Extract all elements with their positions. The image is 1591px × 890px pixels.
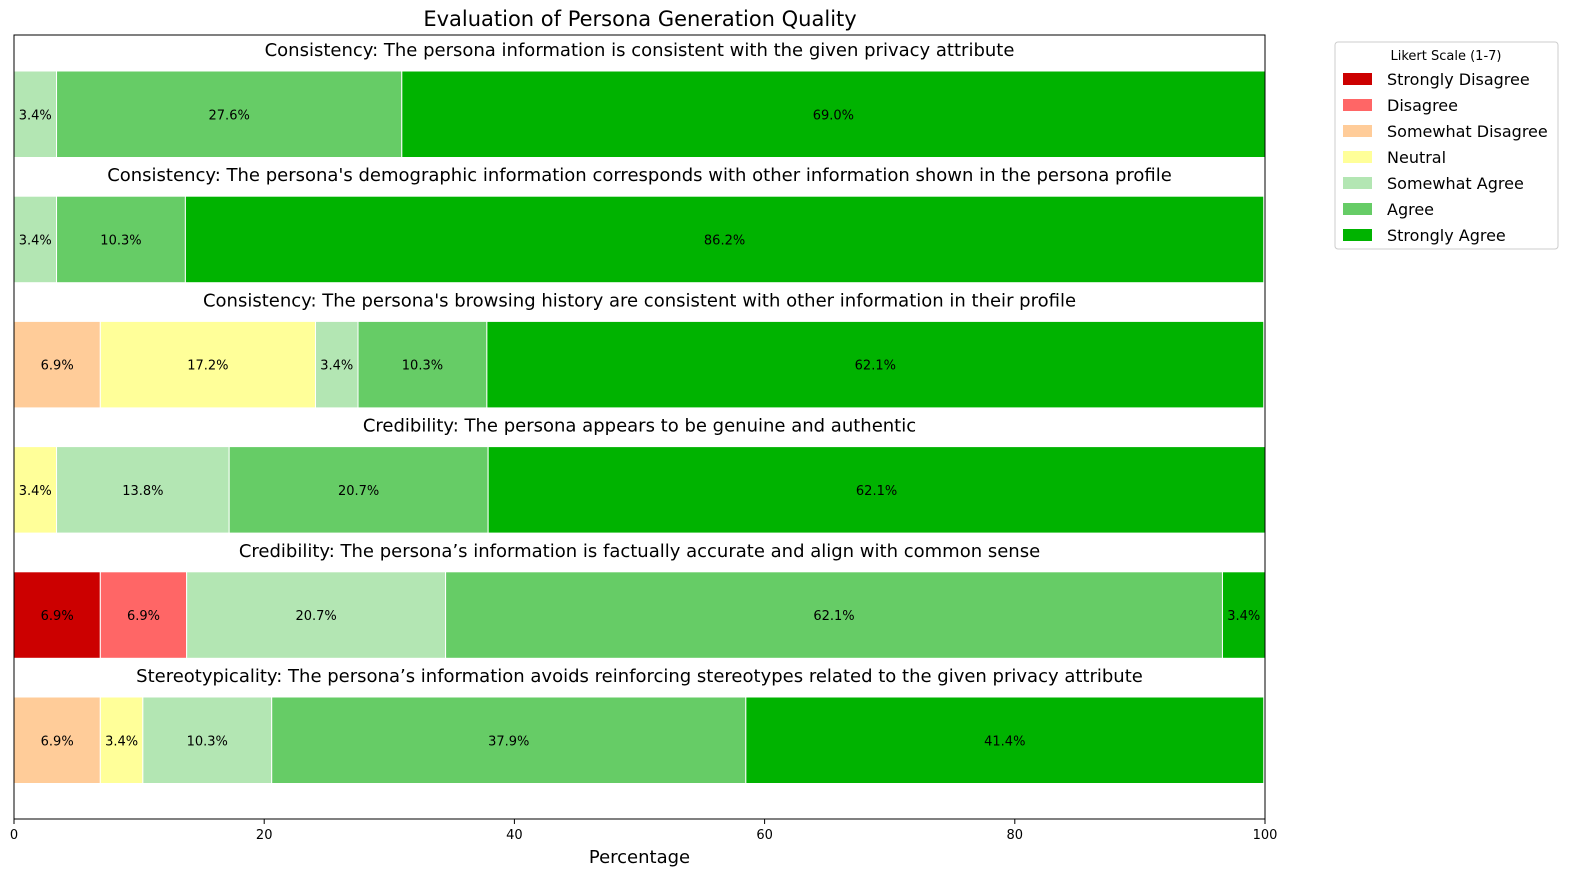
bar-segment	[487, 446, 1266, 534]
segment-label: 13.8%	[122, 484, 163, 499]
legend-entry: Agree	[1387, 200, 1434, 219]
segment-label: 3.4%	[19, 233, 52, 248]
bar-rows: 3.4% 27.6% 69.0% Consistency: The persona i…	[13, 40, 1266, 784]
segment-label: 3.4%	[105, 734, 138, 749]
x-tick-label: 20	[256, 828, 273, 843]
legend-swatch	[1343, 177, 1372, 189]
legend-entry: Somewhat Agree	[1387, 174, 1524, 193]
segment-label: 20.7%	[295, 609, 336, 624]
bar-segment	[56, 446, 230, 534]
segment-label: 37.9%	[488, 734, 529, 749]
segment-label: 3.4%	[19, 108, 52, 123]
bar-segment	[184, 195, 1265, 284]
chart-title: Evaluation of Persona Generation Quality	[423, 7, 856, 31]
legend-swatch	[1343, 151, 1372, 163]
segment-label: 17.2%	[187, 359, 228, 374]
bar-segment	[401, 70, 1266, 158]
bar-segment	[13, 696, 101, 784]
x-tick-label: 40	[506, 828, 523, 843]
legend-entry: Disagree	[1387, 96, 1458, 115]
segment-label: 20.7%	[338, 484, 379, 499]
x-tick-label: 80	[1007, 828, 1024, 843]
row-statement: Credibility: The persona’s information i…	[239, 541, 1040, 562]
x-tick-label: 60	[756, 828, 773, 843]
segment-label: 62.1%	[813, 609, 854, 624]
row-statement: Stereotypicality: The persona’s informat…	[136, 666, 1143, 687]
row-statement: Consistency: The persona's demographic i…	[107, 165, 1172, 186]
segment-label: 6.9%	[127, 609, 160, 624]
segment-label: 10.3%	[187, 734, 228, 749]
segment-label: 27.6%	[209, 108, 250, 123]
bar-segment	[228, 446, 489, 534]
legend-title: Likert Scale (1-7)	[1391, 49, 1502, 64]
segment-label: 3.4%	[19, 484, 52, 499]
plot-frame	[13, 34, 1266, 820]
segment-label: 6.9%	[41, 609, 74, 624]
legend-swatch	[1343, 125, 1372, 137]
bar-segment	[486, 320, 1265, 409]
bar-segment	[56, 195, 186, 284]
bar-row: 3.4% 13.8% 20.7% 62.1% Credibility: The pers…	[13, 416, 1266, 534]
segment-label: 3.4%	[1227, 609, 1260, 624]
segment-label: 6.9%	[41, 734, 74, 749]
bar-segment	[445, 571, 1223, 659]
bar-segment	[186, 571, 447, 659]
legend-swatch	[1343, 99, 1372, 111]
legend-frame	[1334, 41, 1559, 250]
bar-row: 6.9% 6.9% 20.7% 62.1% 3.4% Credibility: The p…	[13, 541, 1266, 659]
bar-segment	[314, 320, 359, 409]
legend-swatch	[1343, 73, 1372, 85]
bar-segment	[13, 446, 58, 534]
x-tick-label: 100	[1253, 828, 1278, 843]
legend-swatch	[1343, 203, 1372, 215]
row-statement: Consistency: The persona information is …	[265, 40, 1015, 61]
bar-row: 3.4% 27.6% 69.0% Consistency: The persona i…	[13, 40, 1266, 158]
row-statement: Consistency: The persona's browsing hist…	[203, 290, 1076, 311]
bar-segment	[357, 320, 488, 409]
legend-items: Strongly Disagree Disagree Somewhat Disagr…	[1343, 70, 1548, 245]
bar-segment	[13, 70, 58, 158]
bar-segment	[99, 696, 144, 784]
bar-segment	[745, 696, 1265, 784]
bar-row: 6.9% 17.2% 3.4% 10.3% 62.1% Consistency: The …	[13, 290, 1265, 409]
bar-segment	[1221, 571, 1266, 659]
segment-label: 41.4%	[984, 734, 1025, 749]
bar-segment	[99, 320, 316, 409]
segment-label: 69.0%	[813, 108, 854, 123]
x-axis: 0 20 40 60 80 100	[10, 819, 1278, 843]
segment-label: 86.2%	[704, 233, 745, 248]
legend-entry: Strongly Agree	[1387, 226, 1506, 245]
legend-swatch	[1343, 229, 1372, 241]
segment-label: 10.3%	[100, 233, 141, 248]
bar-segment	[56, 70, 403, 158]
legend-entry: Strongly Disagree	[1387, 70, 1530, 89]
legend: Likert Scale (1-7) Strongly Disagree Disa…	[1334, 41, 1559, 250]
segment-label: 10.3%	[402, 359, 443, 374]
x-axis-label: Percentage	[589, 847, 690, 868]
segment-label: 6.9%	[41, 359, 74, 374]
bar-segment	[13, 320, 101, 409]
legend-entry: Neutral	[1387, 148, 1446, 167]
bar-row: 3.4% 10.3% 86.2% Consistency: The persona's…	[13, 165, 1265, 284]
bar-segment	[142, 696, 273, 784]
segment-label: 62.1%	[856, 484, 897, 499]
x-tick-label: 0	[10, 828, 18, 843]
segment-label: 62.1%	[855, 359, 896, 374]
segment-label: 3.4%	[320, 359, 353, 374]
legend-entry: Somewhat Disagree	[1387, 122, 1548, 141]
bar-row: 6.9% 3.4% 10.3% 37.9% 41.4% Stereotypicality:…	[13, 666, 1265, 784]
bar-segment	[99, 571, 188, 659]
row-statement: Credibility: The persona appears to be g…	[363, 416, 916, 437]
